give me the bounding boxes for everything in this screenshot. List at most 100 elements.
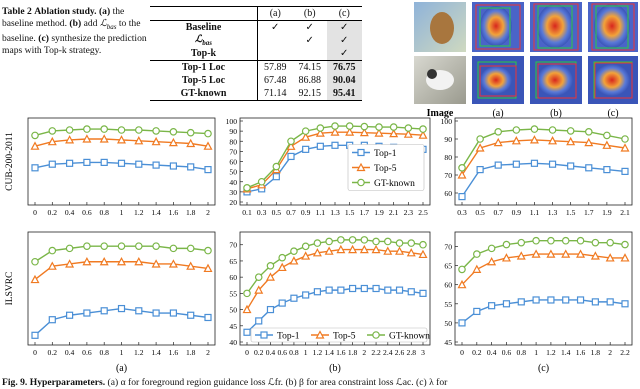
marker <box>348 236 357 244</box>
x-tick-label: 2 <box>206 348 210 357</box>
item-label: (b) <box>69 17 82 29</box>
marker <box>585 164 593 172</box>
math-subscript: bas <box>106 22 117 31</box>
label-text: Baseline <box>185 22 222 33</box>
legend-label: Top-1 <box>277 332 300 342</box>
marker <box>100 307 108 315</box>
x-tick-label: 2 <box>206 208 210 217</box>
y-tick-label: 55 <box>444 300 452 309</box>
x-tick-label: 1.8 <box>591 348 601 357</box>
x-tick-label: 1.1 <box>316 208 326 217</box>
legend-label: Top-1 <box>374 149 397 159</box>
marker <box>476 166 484 174</box>
x-tick-label: 0.5 <box>272 208 282 217</box>
marker <box>83 158 91 166</box>
x-tick-label: 0.4 <box>65 348 75 357</box>
x-tick-label: 0.2 <box>254 348 264 357</box>
marker <box>135 307 143 315</box>
value-cell: 67.48 <box>264 75 287 86</box>
marker <box>204 129 212 138</box>
x-tick-label: 2.4 <box>383 348 393 357</box>
y-tick-label: 60 <box>229 158 237 167</box>
image-label: (a) <box>492 108 503 119</box>
marker <box>48 127 57 135</box>
marker <box>359 127 369 137</box>
marker <box>82 134 92 143</box>
x-tick-label: 1.1 <box>530 208 540 217</box>
marker <box>313 288 321 296</box>
marker <box>116 256 127 266</box>
x-tick-label: 0.6 <box>82 208 92 217</box>
x-tick-label: 1.6 <box>336 348 346 357</box>
x-tick-label: 0 <box>245 348 249 357</box>
image-row <box>414 2 638 52</box>
marker <box>418 249 428 259</box>
marker <box>204 313 212 322</box>
check-cell: ✓ <box>327 47 362 61</box>
marker <box>532 236 540 245</box>
marker <box>31 131 39 140</box>
marker <box>576 249 586 258</box>
check-cell: ✓ <box>271 22 280 33</box>
x-tick-label: 2.2 <box>620 348 630 357</box>
x-tick-label: 0.9 <box>512 208 522 217</box>
marker <box>100 242 109 250</box>
x-tick-label: 1.7 <box>584 208 594 217</box>
y-tick-label: 70 <box>444 171 452 180</box>
marker <box>277 262 287 272</box>
marker <box>186 261 196 270</box>
marker <box>517 238 526 247</box>
legend-label: GT-known <box>374 179 415 189</box>
marker <box>457 170 467 179</box>
legend: Top-1 Top-5 GT-known <box>347 144 425 191</box>
marker <box>531 249 541 258</box>
marker <box>530 159 539 167</box>
marker <box>289 256 299 265</box>
marker <box>395 246 405 255</box>
x-tick-label: 0.4 <box>65 208 75 217</box>
marker <box>169 128 178 136</box>
y-axis-label: ILSVRC <box>5 272 15 306</box>
subplot-label: (a) <box>116 363 127 374</box>
marker <box>272 162 281 171</box>
marker <box>576 296 585 304</box>
image-label: Image <box>427 108 454 119</box>
y-tick-label: 70 <box>229 147 237 156</box>
marker <box>272 173 280 181</box>
marker <box>316 142 324 150</box>
x-tick-label: 1.5 <box>566 208 576 217</box>
marker <box>316 124 325 132</box>
marker <box>602 140 612 149</box>
y-tick-label: 50 <box>444 319 452 328</box>
marker <box>302 145 310 153</box>
charts: 0 0.2 0.4 0.6 0.8 1 1.2 1.4 1.6 1.8 2CUB-200-20110… <box>5 117 633 374</box>
marker <box>395 286 404 294</box>
marker <box>532 296 540 304</box>
marker <box>186 138 196 148</box>
component-row: Baseline ✓ ✓ ✓ <box>150 20 362 34</box>
marker <box>621 135 629 143</box>
marker <box>324 246 334 255</box>
marker <box>65 135 75 144</box>
row-label: Baseline <box>150 20 258 34</box>
marker <box>603 131 611 140</box>
x-tick-label: 1.3 <box>548 208 558 217</box>
y-tick-label: 55 <box>229 289 237 298</box>
marker <box>384 286 392 294</box>
marker <box>529 135 539 144</box>
marker <box>591 298 599 306</box>
y-tick-label: 30 <box>229 188 237 197</box>
marker <box>82 256 92 266</box>
marker <box>419 125 427 133</box>
x-tick-label: 1.6 <box>169 208 179 217</box>
check-cell: ✓ <box>305 22 314 33</box>
marker <box>567 162 575 170</box>
marker <box>203 263 213 273</box>
x-tick-label: 1.2 <box>134 208 144 217</box>
marker <box>134 136 144 145</box>
x-tick-label: 0 <box>460 348 464 357</box>
x-tick-label: 2 <box>608 348 612 357</box>
x-tick-label: 2.5 <box>418 208 428 217</box>
y-axis-label: CUB-200-2011 <box>5 132 15 191</box>
